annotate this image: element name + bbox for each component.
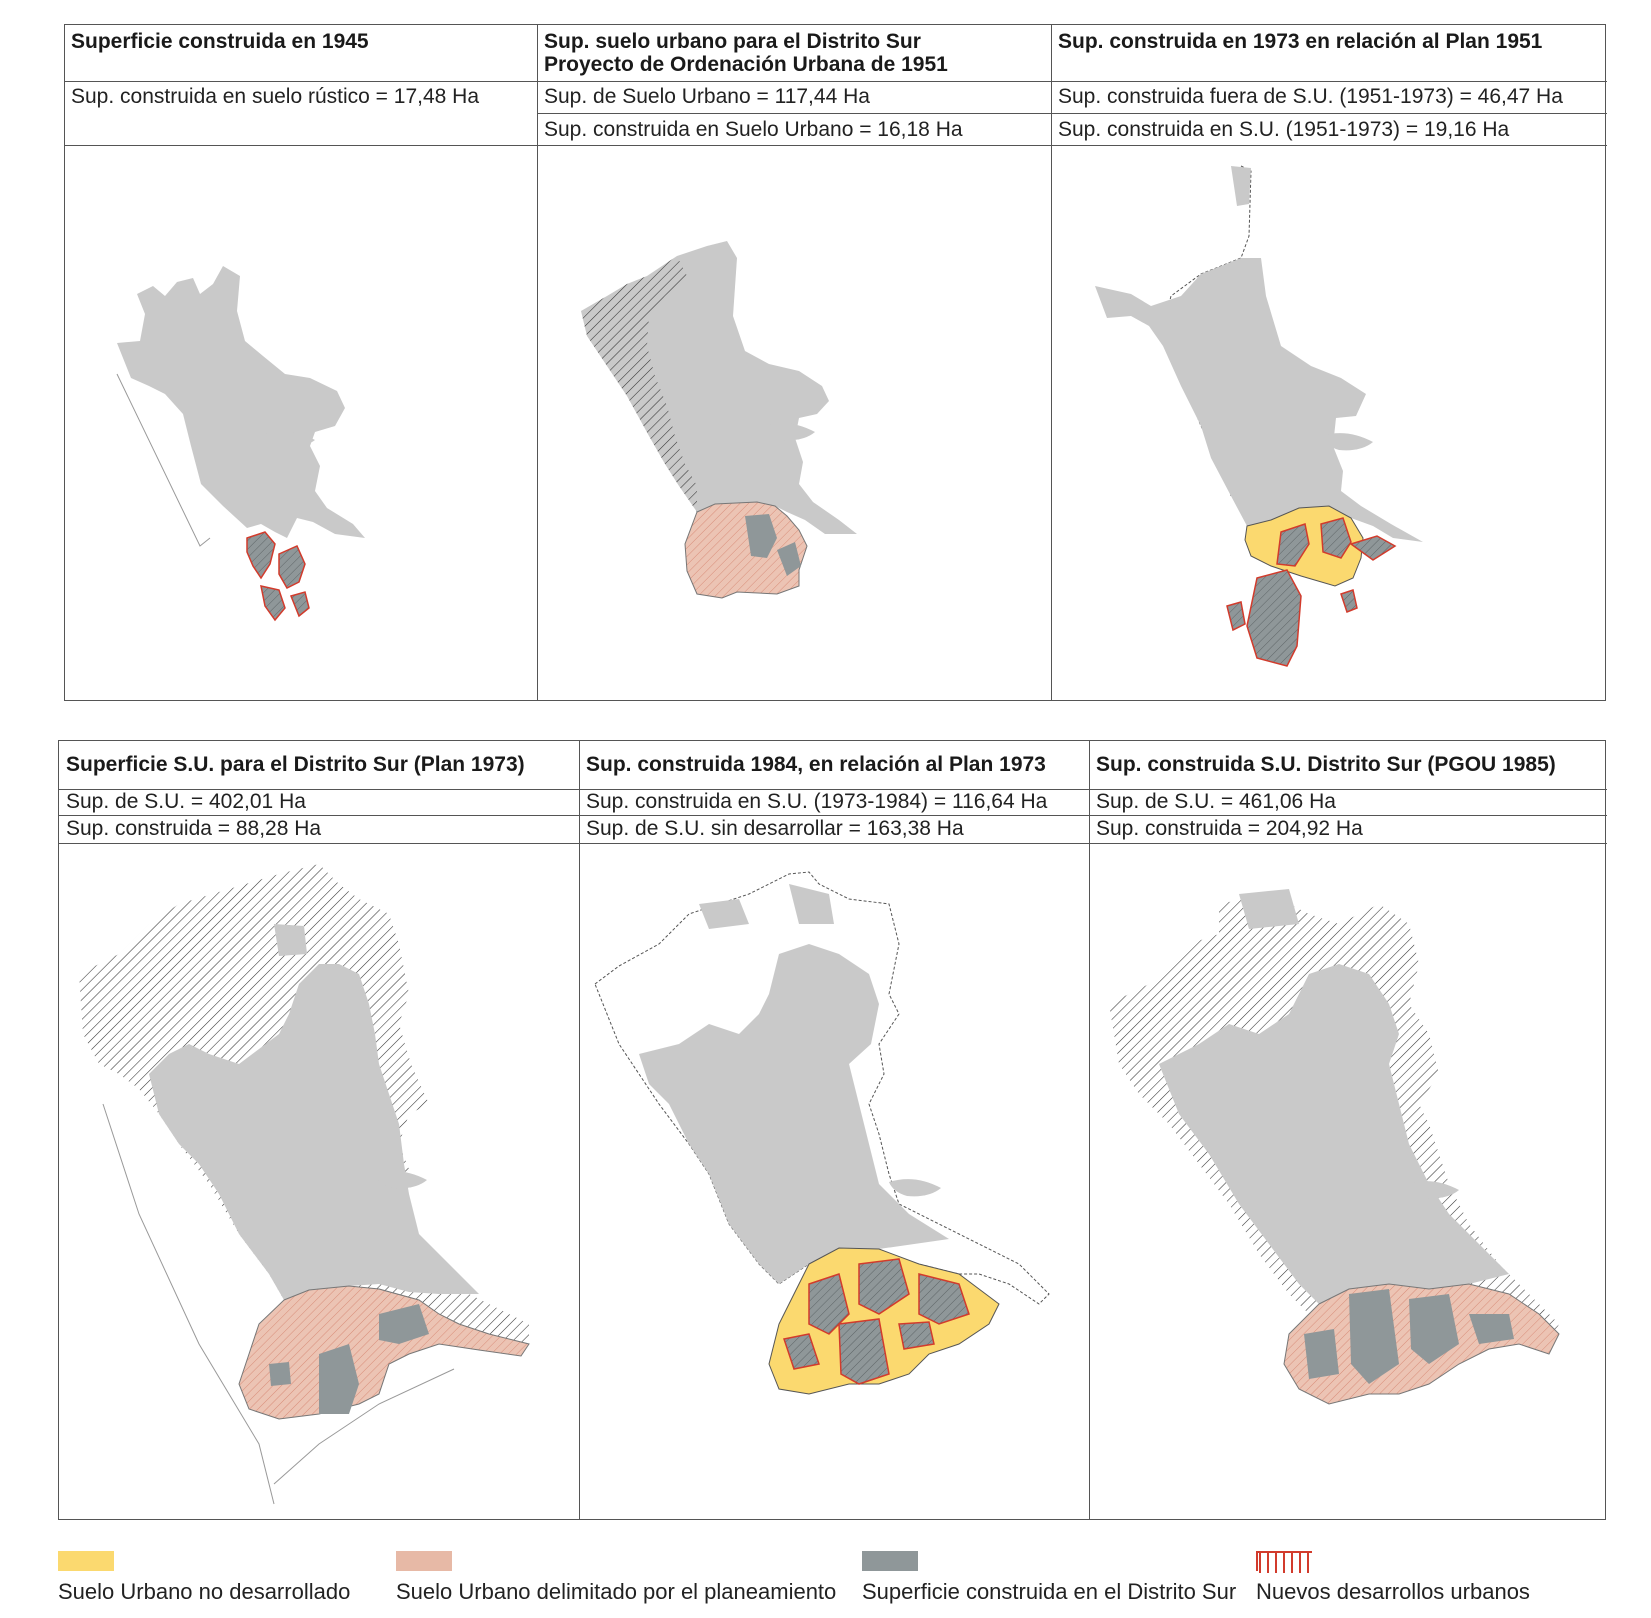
bottom-column-3 xyxy=(1089,741,1608,1519)
yellow-swatch-icon xyxy=(58,1551,114,1571)
new-development xyxy=(289,591,310,618)
top-panel-1-title: Superficie construida en 1945 xyxy=(71,30,369,53)
bottom-column-2 xyxy=(579,741,1090,1519)
top-panel-3-row-2: Sup. construida en S.U. (1951-1973) = 19… xyxy=(1058,118,1510,141)
built-district xyxy=(1349,1289,1399,1384)
new-development xyxy=(1340,589,1358,613)
map-1973-vs-1951 xyxy=(1051,146,1607,701)
built-district xyxy=(269,1362,291,1386)
new-development xyxy=(898,1321,935,1350)
built-district xyxy=(1469,1314,1514,1344)
bottom-panel-1-row-1: Sup. de S.U. = 402,01 Ha xyxy=(66,790,306,813)
built-area xyxy=(117,266,365,538)
hatched-urban-fringe xyxy=(581,256,697,512)
bottom-panel-1-title: Superficie S.U. para el Distrito Sur (Pl… xyxy=(66,753,525,776)
built-area xyxy=(149,964,479,1300)
built-area-island xyxy=(1407,1181,1459,1199)
salmon-swatch-icon xyxy=(396,1551,452,1571)
built-area-north xyxy=(789,884,834,924)
legend-label: Suelo Urbano delimitado por el planeamie… xyxy=(396,1579,837,1604)
new-development xyxy=(1349,535,1397,561)
bottom-panel-3-row-1: Sup. de S.U. = 461,06 Ha xyxy=(1096,790,1336,813)
built-district xyxy=(379,1304,429,1344)
top-column-3 xyxy=(1051,25,1608,700)
top-panel-2-title: Sup. suelo urbano para el Distrito Sur P… xyxy=(544,30,948,76)
top-panel-3-title: Sup. construida en 1973 en relación al P… xyxy=(1058,30,1543,53)
new-development xyxy=(1226,601,1246,632)
built-area-north xyxy=(1231,166,1251,206)
built-district xyxy=(319,1344,359,1414)
new-development xyxy=(1276,523,1310,567)
built-area-island xyxy=(374,1171,427,1189)
map-1945 xyxy=(65,146,537,701)
built-district xyxy=(1409,1294,1459,1364)
legend-label: Superficie construida en el Distrito Sur xyxy=(862,1579,1237,1604)
new-development xyxy=(278,545,306,589)
built-area-north xyxy=(699,899,749,929)
top-panel-2-row-2: Sup. construida en Suelo Urbano = 16,18 … xyxy=(544,118,963,141)
delimited-urban-soil xyxy=(684,501,808,599)
built-district xyxy=(777,542,801,576)
top-panel-2-row-1: Sup. de Suelo Urbano = 117,44 Ha xyxy=(544,85,870,108)
built-area-island xyxy=(763,423,815,441)
bottom-panel-2-title: Sup. construida 1984, en relación al Pla… xyxy=(586,753,1046,776)
dark-grey-swatch-icon xyxy=(862,1551,918,1571)
top-column-2 xyxy=(537,25,1052,700)
new-development xyxy=(246,531,276,580)
built-district xyxy=(745,514,777,558)
bottom-panel-3-row-2: Sup. construida = 204,92 Ha xyxy=(1096,817,1363,840)
built-area-north xyxy=(274,924,307,956)
bottom-panel-2-row-2: Sup. de S.U. sin desarrollar = 163,38 Ha xyxy=(586,817,964,840)
bottom-panel-3-title: Sup. construida S.U. Distrito Sur (PGOU … xyxy=(1096,753,1556,776)
new-development xyxy=(1320,517,1352,559)
built-area xyxy=(1095,258,1423,542)
top-panel-1-row-1: Sup. construida en suelo rústico = 17,48… xyxy=(71,85,480,108)
built-area xyxy=(1159,964,1509,1304)
built-area-north xyxy=(1239,889,1299,929)
map-plan-1973 xyxy=(59,844,579,1520)
bottom-table: Superficie S.U. para el Distrito Sur (Pl… xyxy=(58,740,1608,1520)
new-development xyxy=(783,1333,820,1370)
built-area-island xyxy=(1321,433,1373,451)
red-hatched-swatch-icon xyxy=(1256,1551,1314,1573)
built-area-island xyxy=(265,431,315,447)
new-development xyxy=(1246,569,1302,667)
map-1984-vs-1973 xyxy=(579,844,1089,1520)
new-development xyxy=(918,1273,970,1325)
built-area-island xyxy=(889,1179,941,1197)
new-development xyxy=(260,585,286,622)
top-table: Superficie construida en 1945 Sup. suelo… xyxy=(64,24,1608,701)
legend-label: Nuevos desarrollos urbanos xyxy=(1256,1579,1530,1604)
bottom-panel-2-row-1: Sup. construida en S.U. (1973-1984) = 11… xyxy=(586,790,1048,813)
map-pgou-1985 xyxy=(1089,844,1607,1520)
delimited-urban-soil xyxy=(238,1285,530,1420)
bottom-panel-1-row-2: Sup. construida = 88,28 Ha xyxy=(66,817,322,840)
built-district xyxy=(1304,1329,1339,1379)
legend-label: Suelo Urbano no desarrollado xyxy=(58,1579,351,1604)
map-plan-1951 xyxy=(537,146,1051,701)
top-panel-3-row-1: Sup. construida fuera de S.U. (1951-1973… xyxy=(1058,85,1563,108)
new-development xyxy=(858,1258,910,1315)
built-area xyxy=(639,944,949,1284)
new-development xyxy=(838,1318,890,1385)
